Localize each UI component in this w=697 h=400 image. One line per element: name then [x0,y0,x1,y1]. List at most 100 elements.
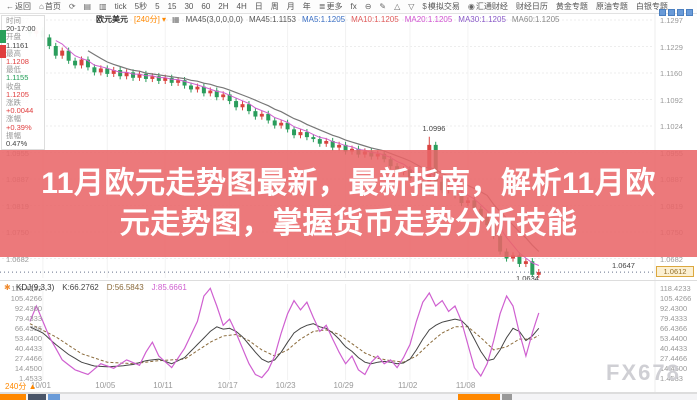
window-split-icon[interactable] [659,9,666,16]
toolbar-finance-calendar[interactable]: 财经日历 [516,1,548,12]
toolbar-label: 日 [254,2,263,11]
toolbar-period-30[interactable]: 30 [184,2,193,11]
ma-value: MA45:1.1153 [248,14,296,24]
kdj-axis-label-right: 14.4500 [660,364,688,373]
info-field-label: 最低 [6,65,21,75]
toolbar-more-menu[interactable]: ≣ 更多 [319,1,343,12]
info-field-value: 20-17:00 [6,24,36,34]
toolbar-label: 年 [302,2,311,11]
window-split-icon[interactable] [686,9,693,16]
toolbar-label: 4H [236,2,247,11]
edge-tabs[interactable] [0,30,6,58]
ohlc-info-panel: 时间 20-17:00 开盘 1.1161 最高 1.1208 最低 1.1155 收盘 1.12… [1,15,45,151]
info-field-label: 时间 [6,16,21,25]
toolbar-triangle-down[interactable]: ▽ [408,2,414,11]
kdj-axis-label-right: 118.4233 [660,284,691,293]
current-price-axis-box: 1.0612 [656,266,694,277]
toolbar-period-2h[interactable]: 2H [218,2,228,11]
toolbar-silver-topic[interactable]: 白银专题 [636,1,668,12]
toolbar-zoom-out[interactable]: ⊖ [365,2,372,11]
toolbar-period-4h[interactable]: 4H [237,2,247,11]
window-split-icon[interactable] [677,9,684,16]
info-field-value: 1.1205 [6,89,29,99]
price-axis-label-left: 1.0682 [6,254,29,264]
toolbar-sim-trade[interactable]: $ 模拟交易 [422,1,459,12]
kdj-axis-label-right: 105.4266 [660,294,692,303]
symbol-name[interactable]: 欧元美元 [96,14,128,24]
kdj-d-value: D:56.5843 [106,283,144,292]
kdj-axis-label-left: 105.4266 [10,294,42,303]
period-dropdown[interactable]: [240分] ▾ [134,14,167,24]
fx678-watermark: FX678 [606,360,681,385]
toolbar-back[interactable]: ← 返回 [6,1,31,12]
toolbar-draw-tool[interactable]: ✎ [379,2,386,11]
symbol-row: 欧元美元 [240分] ▾ ▦ MA45(3,0,0,0,0) MA45:1.1… [96,14,565,24]
toolbar-period-month[interactable]: 月 [287,1,295,12]
toolbar-label: 月 [286,2,295,11]
kdj-axis-label-right: 79.4333 [660,314,688,323]
toolbar-period-day[interactable]: 日 [255,1,263,12]
kdj-axis-label-right: 92.4300 [660,304,688,313]
toolbar-label: 黄金专题 [555,2,588,11]
toolbar-period-5s[interactable]: 5秒 [135,1,147,12]
grid-icon[interactable]: ▦ [172,14,180,24]
more-menu-icon: ≣ [318,2,326,11]
ma-settings-label: MA45(3,0,0,0,0) [185,14,243,24]
toolbar-period-15[interactable]: 15 [168,2,177,11]
toolbar-label: 白银专题 [635,2,668,11]
toolbar-home[interactable]: ⌂ 首页 [39,1,61,12]
toolbar-gold-topic[interactable]: 黄金专题 [556,1,588,12]
kdj-axis-label-left: 14.4500 [14,364,42,373]
kdj-axis-label-left: 1.4533 [19,374,42,383]
kdj-axis-label-left: 66.4366 [14,324,42,333]
toolbar-label: 财经日历 [515,2,548,11]
toolbar-triangle-up[interactable]: △ [394,2,400,11]
price-axis-label-right: 1.1092 [660,95,683,105]
kdj-axis-label-left: 53.4400 [14,334,42,343]
toolbar-period-year[interactable]: 年 [303,1,311,12]
edge-tab[interactable] [0,45,6,58]
line-chart-icon: ▤ [83,2,92,11]
toolbar-label: tick [114,2,127,11]
info-field-label: 涨跌 [6,98,21,108]
candle-chart-icon: ▥ [99,2,107,11]
kdj-header: KDJ(9,3,3) K:66.2762 D:56.5843 J:85.6661 [16,283,187,292]
toolbar-label: 周 [270,2,279,11]
info-field-value: 0.47% [6,139,28,149]
toolbar-line-chart[interactable]: ▤ [84,2,92,11]
cropped-ui-fragment [0,394,26,400]
kdj-j-value: J:85.6661 [151,283,187,292]
axis-separator [0,392,697,393]
headline-banner: 11月欧元走势图最新，最新指南，解析11月欧 元走势图，掌握货币走势分析技能 [0,150,697,257]
panel-separator [0,280,697,281]
toolbar-candle-chart[interactable]: ▥ [99,2,107,11]
edge-tab[interactable] [0,30,6,43]
kdj-axis-label-right: 27.4466 [660,354,688,363]
toolbar-period-60[interactable]: 60 [201,2,210,11]
kdj-axis-label-right: 66.4366 [660,324,688,333]
toolbar-huitong-finance[interactable]: ◉ 汇通财经 [468,1,508,12]
ma-value: MA5:1.1205 [301,14,346,24]
toolbar-period-week[interactable]: 周 [271,1,279,12]
toolbar-label: 返回 [15,2,31,11]
date-axis-label: 10/11 [153,381,173,390]
bottom-cropped-strip [0,393,697,400]
kdj-indicator-name[interactable]: KDJ(9,3,3) [16,283,55,292]
info-field-label: 开盘 [6,32,21,42]
kdj-axis-label-left: 40.4433 [14,344,42,353]
footer-period-label[interactable]: 240分 ▲ [5,382,37,391]
toolbar-period-tick[interactable]: tick [115,2,127,11]
toolbar-oil-topic[interactable]: 原油专题 [596,1,628,12]
layout-split-icons[interactable] [659,9,693,16]
indicator-settings-icon[interactable]: ✱ [4,283,11,292]
headline-line-1: 11月欧元走势图最新，最新指南，解析11月欧 [41,166,656,200]
kdj-axis-label-right: 40.4433 [660,344,688,353]
toolbar-indicator-fx[interactable]: fx [350,2,356,11]
kdj-k-value: K:66.2762 [62,283,99,292]
toolbar-period-5[interactable]: 5 [155,2,159,11]
toolbar-label: 模拟交易 [427,2,460,11]
window-split-icon[interactable] [668,9,675,16]
refresh-icon: ⟳ [68,2,76,11]
toolbar-refresh[interactable]: ⟳ [69,2,76,11]
